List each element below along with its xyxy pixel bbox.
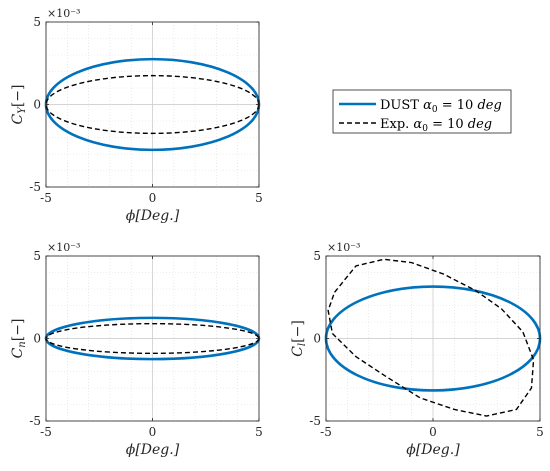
x-axis-label: ϕ[Deg.] (126, 442, 180, 458)
legend-entry-label: Exp. α0 = 10 deg (380, 117, 492, 134)
chart-cn: -5 0 5 5 0 -5 ×10⁻³ ϕ[Deg.] Cn[−] (10, 241, 263, 458)
x-tick-label: 0 (149, 191, 157, 205)
legend-sub: 0 (432, 105, 438, 115)
y-tick-label: -5 (29, 180, 41, 194)
chart-cl: -5 0 5 5 0 -5 ×10⁻³ ϕ[Deg.] Cl[−] (290, 241, 544, 458)
y-multiplier: ×10⁻³ (47, 241, 80, 254)
y-tick-label: 0 (33, 98, 41, 112)
x-axis-label: ϕ[Deg.] (406, 442, 460, 458)
y-multiplier: ×10⁻³ (327, 241, 360, 254)
x-axis-label: ϕ[Deg.] (126, 208, 180, 224)
y-label-tail: [−] (290, 320, 306, 343)
x-tick-label: 0 (429, 425, 437, 439)
y-tick-label: 5 (33, 15, 41, 29)
legend-rest: = 10 (428, 117, 468, 132)
y-label-sub: l (297, 343, 308, 346)
x-tick-label: -5 (40, 191, 52, 205)
y-tick-label: 0 (313, 332, 321, 346)
x-tick-label: -5 (320, 425, 332, 439)
y-tick-label: 5 (313, 249, 321, 263)
y-tick-label: 0 (33, 332, 41, 346)
y-axis-label: CY[−] (10, 85, 28, 125)
x-tick-label: 5 (255, 425, 263, 439)
y-axis-label: Cn[−] (10, 319, 28, 359)
legend-math: α (413, 117, 422, 132)
chart-cy: -5 0 5 5 0 -5 ×10⁻³ ϕ[Deg.] CY[−] (10, 7, 263, 224)
y-tick-label: -5 (309, 414, 321, 428)
legend-box (332, 89, 512, 134)
y-label-main: C (10, 113, 26, 124)
series-curve (327, 258, 535, 417)
legend-math: α (423, 98, 432, 113)
y-label-main: C (290, 346, 306, 357)
legend-rest: = 10 (438, 98, 478, 113)
y-multiplier: ×10⁻³ (47, 7, 80, 20)
legend-text: DUST (380, 98, 423, 113)
x-tick-label: 0 (149, 425, 157, 439)
y-label-sub: Y (17, 106, 28, 114)
y-tick-label: -5 (29, 414, 41, 428)
legend-sub: 0 (422, 124, 428, 134)
y-axis-label: Cl[−] (290, 320, 308, 357)
legend-text: Exp. (380, 117, 413, 132)
legend-entry-label: DUST α0 = 10 deg (380, 98, 502, 115)
y-label-main: C (10, 347, 26, 358)
y-tick-label: 5 (33, 249, 41, 263)
y-label-tail: [−] (10, 319, 26, 342)
y-label-tail: [−] (10, 85, 26, 108)
x-tick-label: -5 (40, 425, 52, 439)
legend-unit: deg (468, 117, 492, 132)
legend-unit: deg (477, 98, 501, 113)
x-tick-label: 5 (255, 191, 263, 205)
y-label-sub: n (17, 341, 28, 347)
x-tick-label: 5 (536, 425, 544, 439)
